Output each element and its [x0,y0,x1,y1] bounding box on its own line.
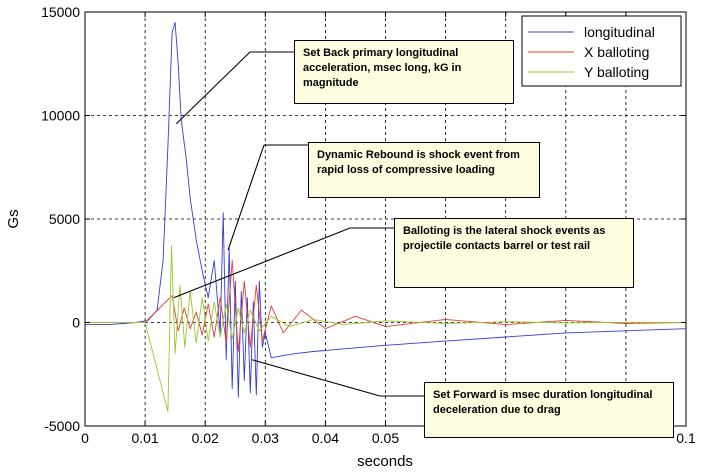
x-tick-label: 0.02 [192,430,219,446]
legend-label-longitudinal: longitudinal [584,24,655,40]
series-line-x-balloting [85,259,687,352]
legend-box [521,15,682,87]
x-tick-label: 0.01 [131,430,158,446]
annotation-dynamic-rebound: Dynamic Rebound is shock event from rapi… [308,142,540,198]
annotation-set-forward: Set Forward is msec duration longitudina… [424,382,674,438]
annotation-leader-line [175,51,251,125]
x-tick-label: 0.05 [372,430,399,446]
legend-label-x-balloting: X balloting [584,44,649,60]
y-axis-ticks: -5000 0 5000 10000 15000 [41,4,686,434]
legend: longitudinal X balloting Y balloting [521,15,682,87]
y-tick-label: 15000 [41,4,80,20]
annotation-balloting: Balloting is the lateral shock events as… [394,218,634,288]
legend-label-y-balloting: Y balloting [584,64,649,80]
series-line-longitudinal [85,21,687,398]
y-tick-label: 5000 [49,211,80,227]
y-axis-label: Gs [5,209,22,228]
x-tick-label: 0.1 [676,430,696,446]
series-lines [85,21,687,412]
y-tick-label: -5000 [44,418,80,434]
x-axis-ticks: 0 0.01 0.02 0.03 0.04 0.05 0.1 [81,12,696,446]
annotation-leader-line [227,144,265,251]
x-tick-label: 0 [81,430,89,446]
annotation-leader-line [251,359,381,397]
x-tick-label: 0.04 [312,430,339,446]
series-line-y-balloting [85,245,687,412]
x-tick-label: 0.03 [252,430,279,446]
annotation-set-back: Set Back primary longitudinal accelerati… [294,40,514,104]
y-tick-label: 10000 [41,108,80,124]
annotation-leaders [173,51,424,397]
x-axis-label: seconds [357,453,413,470]
annotation-leader-line [173,227,351,299]
y-tick-label: 0 [72,315,80,331]
